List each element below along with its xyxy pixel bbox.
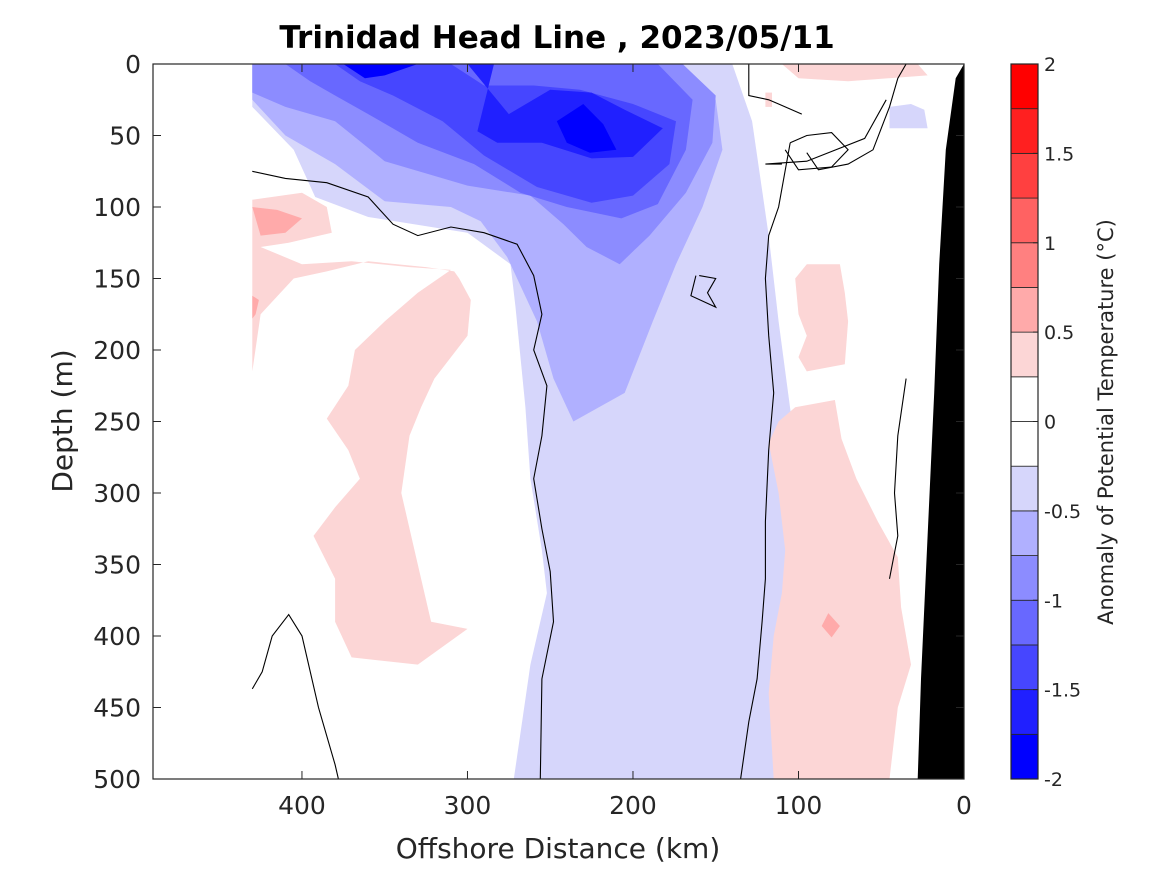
contour-region-neg-025-near [889, 104, 928, 129]
colorbar-tick-label: -0.5 [1044, 501, 1081, 523]
colorbar-swatch [1010, 152, 1039, 199]
y-tick-label: 500 [93, 765, 141, 794]
colorbar-swatch [1010, 421, 1039, 467]
y-tick-label: 50 [109, 122, 141, 151]
contour-region-neg-025 [252, 64, 865, 779]
contour-region-pos-025-east4 [768, 400, 911, 779]
colorbar-swatch [1010, 599, 1039, 646]
contour-region-neg-15 [467, 64, 663, 159]
y-tick-label: 250 [93, 408, 141, 437]
y-tick-label: 150 [93, 265, 141, 294]
colorbar-tick-label: 1 [1044, 233, 1056, 255]
contour-region-pos-025-east1 [781, 64, 928, 82]
colorbar-swatch [1010, 644, 1039, 691]
seafloor-bathymetry [917, 64, 964, 779]
x-axis-label: Offshore Distance (km) [396, 832, 721, 865]
colorbar-tick-label: 0 [1044, 412, 1056, 434]
zero-contour-line-1 [251, 613, 339, 779]
colorbar-tick-label: 2 [1044, 54, 1056, 76]
zero-contour-line-8 [740, 142, 791, 779]
colorbar-tick-label: -1.5 [1044, 680, 1081, 702]
y-tick-label: 100 [93, 193, 141, 222]
y-tick-label: 300 [93, 479, 141, 508]
x-tick-label: 400 [278, 791, 326, 820]
colorbar-swatch [1010, 465, 1039, 512]
colorbar-swatch [1010, 63, 1039, 110]
colorbar-swatch [1010, 331, 1039, 378]
zero-contour-line-5 [765, 99, 887, 165]
y-axis-label: Depth (m) [46, 349, 79, 492]
contour-region-pos-025-west [252, 192, 471, 665]
colorbar-swatch [1010, 555, 1039, 601]
zero-contour-line-9 [888, 378, 907, 579]
colorbar-swatch [1010, 733, 1039, 780]
colorbar-swatch [1010, 108, 1039, 154]
zero-contour-layer [251, 64, 907, 779]
colorbar-ticks: 2 1.5 1 0.5 0 -0.5 -1 -1.5 -2 [1033, 54, 1081, 791]
colorbar-swatch [1010, 197, 1039, 244]
contour-region-pos-05-west [252, 207, 302, 236]
colorbar-tick-label: 0.5 [1044, 322, 1074, 344]
y-axis: 0 50 100 150 200 250 300 350 400 450 500 [93, 50, 964, 794]
contour-region-neg-175 [343, 64, 418, 79]
contour-region-pos-05-east [821, 613, 840, 638]
contour-region-pos-025-east3 [795, 264, 849, 372]
x-tick-label: 0 [956, 791, 972, 820]
colorbar-tick-label: 1.5 [1044, 143, 1074, 165]
zero-contour-line-4 [806, 64, 907, 171]
contour-region-pos-05-west2 [252, 295, 259, 319]
contour-fill-layer [252, 64, 928, 779]
y-tick-label: 200 [93, 336, 141, 365]
zero-contour-line-7 [690, 275, 718, 309]
seafloor-layer [917, 64, 964, 779]
plot-area: 400 300 200 100 0 0 50 100 150 200 250 300 350 400 45… [93, 50, 972, 820]
x-axis: 400 300 200 100 0 [278, 64, 972, 820]
colorbar-swatch [1010, 689, 1039, 735]
zero-contour-line-0 [252, 170, 555, 779]
x-tick-label: 100 [775, 791, 823, 820]
colorbar-swatch [1010, 287, 1039, 333]
y-tick-label: 350 [93, 551, 141, 580]
y-tick-label: 0 [125, 50, 141, 79]
zero-contour-line-2 [748, 64, 803, 115]
colorbar-swatch [1010, 242, 1039, 288]
x-tick-label: 300 [444, 791, 492, 820]
y-tick-label: 450 [93, 694, 141, 723]
y-tick-label: 400 [93, 622, 141, 651]
chart-title: Trinidad Head Line , 2023/05/11 [279, 20, 834, 56]
colorbar-swatch [1010, 510, 1039, 556]
colorbar-swatch [1010, 376, 1039, 422]
colorbar-tick-label: -1 [1044, 590, 1063, 612]
contour-region-neg-175b [556, 104, 617, 153]
x-tick-label: 200 [609, 791, 657, 820]
colorbar: 2 1.5 1 0.5 0 -0.5 -1 -1.5 -2 [1010, 54, 1081, 791]
colorbar-label: Anomaly of Potential Temperature (°C) [1094, 219, 1118, 625]
colorbar-tick-label: -2 [1044, 769, 1063, 791]
zero-contour-line-6 [784, 132, 849, 171]
